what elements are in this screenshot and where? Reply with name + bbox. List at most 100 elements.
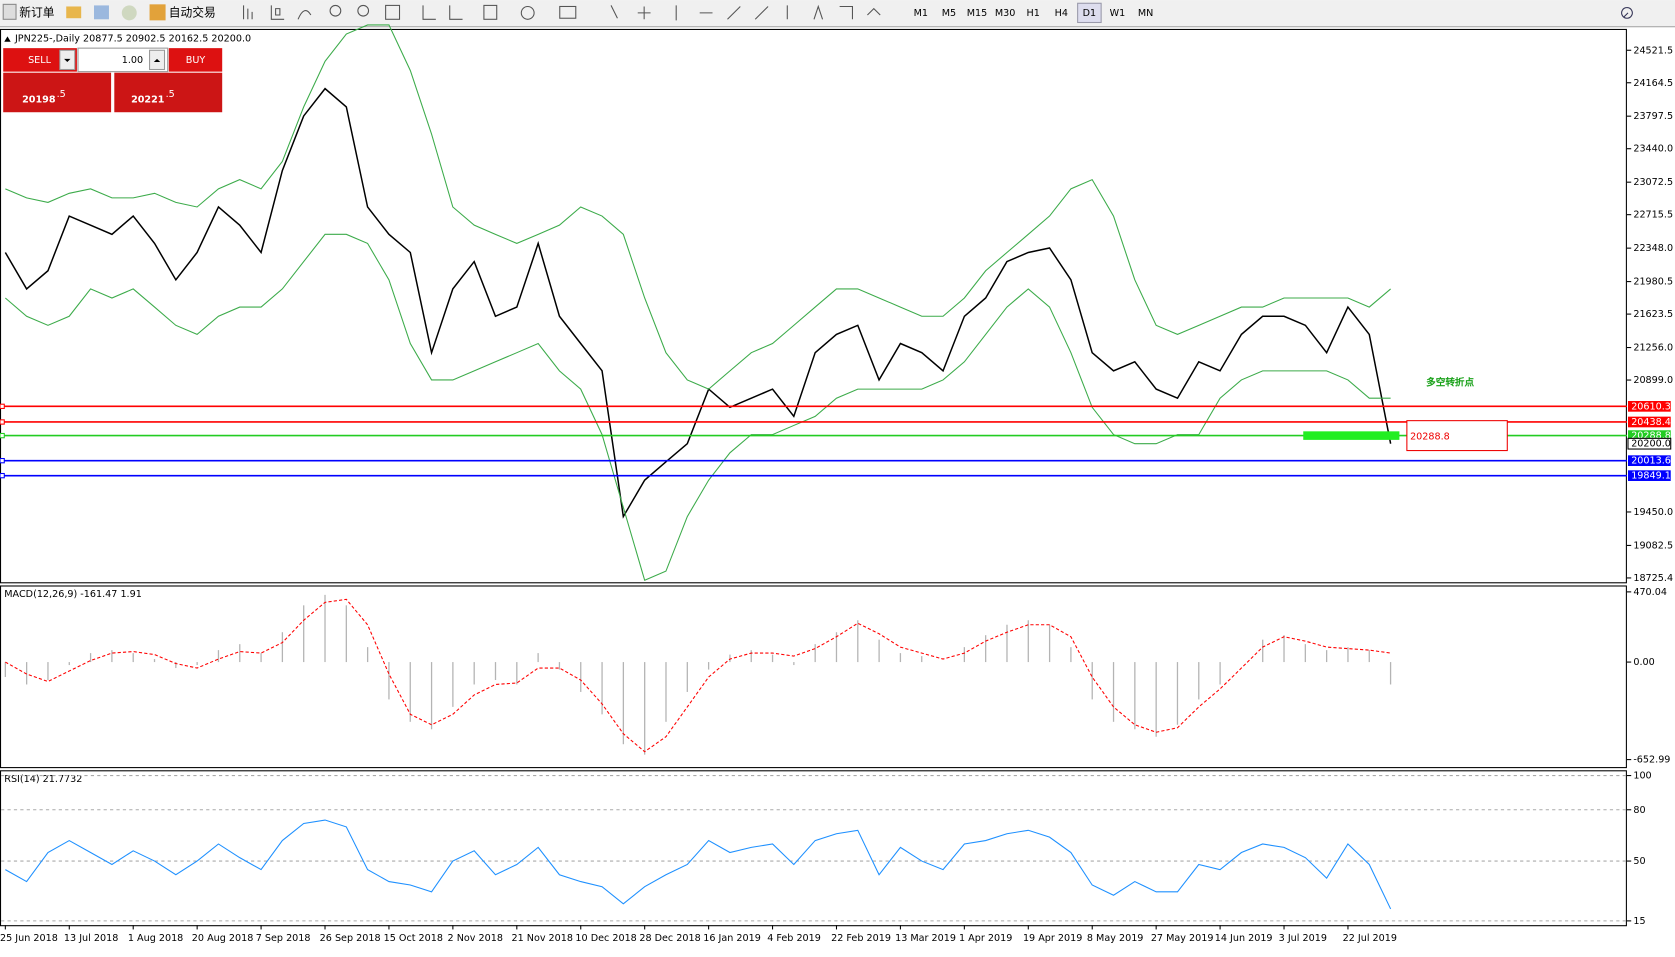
icon[interactable] <box>121 5 137 21</box>
x-tick-label: 25 Jun 2018 <box>0 933 58 944</box>
icon[interactable] <box>385 4 401 20</box>
histogram-bar <box>1006 624 1008 663</box>
y-tick-label: 23440.0 <box>1633 144 1673 155</box>
signal-line <box>5 598 1391 753</box>
timeframe-button[interactable]: H4 <box>1055 8 1068 19</box>
sell-price-tail[interactable]: .5 <box>57 89 66 100</box>
toolbar-icons <box>243 4 881 21</box>
histogram-bar <box>1134 662 1136 730</box>
histogram-bar <box>644 662 646 755</box>
timeframe-button[interactable]: D1 <box>1083 8 1097 19</box>
histogram-bar <box>835 632 838 663</box>
histogram-bar <box>857 620 859 663</box>
x-tick-label: 19 Apr 2019 <box>1023 933 1082 944</box>
auto-trading-icon[interactable] <box>149 4 166 21</box>
histogram-bar <box>26 662 28 685</box>
timeframe-button[interactable]: W1 <box>1110 8 1126 19</box>
y-tick-label: -652.99 <box>1633 755 1670 766</box>
icon[interactable] <box>520 5 535 20</box>
icon[interactable] <box>559 5 577 19</box>
x-tick-label: 15 Oct 2018 <box>384 933 443 944</box>
histogram-bar <box>239 644 241 663</box>
histogram-bar <box>1070 647 1072 663</box>
timeframe-button[interactable]: M1 <box>914 8 928 19</box>
x-tick-label: 27 May 2019 <box>1151 933 1214 944</box>
histogram-bar <box>707 662 710 670</box>
auto-trading-button[interactable]: 自动交易 <box>169 5 216 19</box>
timeframe-button[interactable]: M5 <box>942 8 956 19</box>
sell-price[interactable]: 20198 <box>22 94 56 105</box>
histogram-bar <box>1304 644 1306 663</box>
histogram-bar <box>47 662 49 680</box>
buy-price-tail[interactable]: .5 <box>166 89 175 100</box>
y-tick-label: 50 <box>1633 856 1645 867</box>
annotation: 20288.8 <box>1410 432 1450 443</box>
histogram-bar <box>217 650 220 663</box>
macd-title: MACD(12,26,9) -161.47 1.91 <box>4 589 142 600</box>
level-label-box <box>1627 470 1671 481</box>
new-order-button[interactable]: 新订单 <box>19 5 54 19</box>
buy-button[interactable] <box>168 48 223 72</box>
level-label-box <box>1627 400 1671 412</box>
main-panel <box>0 28 1627 584</box>
new-order-icon[interactable] <box>2 3 17 20</box>
sell-button[interactable] <box>3 48 77 72</box>
icon[interactable] <box>422 5 463 20</box>
histogram-bar <box>899 653 902 663</box>
x-tick-label: 13 Jul 2018 <box>64 933 118 944</box>
level-handle <box>0 432 5 439</box>
timeframe-button[interactable]: H1 <box>1027 8 1040 19</box>
histogram-bar <box>366 647 369 663</box>
histogram-bar <box>921 656 923 663</box>
timeframe-button[interactable]: MN <box>1138 8 1153 19</box>
histogram-bar <box>963 647 965 663</box>
y-tick-label: 23797.5 <box>1633 111 1673 122</box>
sell-price-box[interactable] <box>3 72 112 113</box>
x-tick-label: 1 Aug 2018 <box>128 933 183 944</box>
histogram-bar <box>388 662 390 700</box>
histogram-bar <box>175 662 177 669</box>
x-tick-label: 22 Jul 2019 <box>1343 933 1397 944</box>
histogram-bar <box>473 662 475 685</box>
series-line <box>5 819 1392 910</box>
histogram-bar <box>729 654 731 663</box>
histogram-bar <box>1368 650 1370 663</box>
y-tick-label: 21980.5 <box>1633 277 1673 288</box>
y-tick-label: 21256.0 <box>1633 343 1673 354</box>
icon[interactable] <box>243 5 253 20</box>
y-tick-label: 24521.5 <box>1633 45 1673 56</box>
lot-input[interactable] <box>77 47 169 73</box>
histogram-bar <box>793 662 795 666</box>
sell-label[interactable]: SELL <box>28 55 52 66</box>
icon[interactable] <box>94 5 109 20</box>
icon[interactable] <box>329 4 342 17</box>
lot-value[interactable]: 1.00 <box>122 55 143 66</box>
timeframe-button[interactable]: M15 <box>967 8 988 19</box>
y-tick-label: 23072.5 <box>1633 177 1673 188</box>
y-tick-label: 24164.5 <box>1633 78 1673 89</box>
icon[interactable] <box>270 5 285 20</box>
buy-label[interactable]: BUY <box>186 55 206 66</box>
x-tick-label: 4 Feb 2019 <box>767 933 821 944</box>
icon[interactable] <box>297 10 312 20</box>
chart-area <box>0 28 1675 926</box>
buy-price-box[interactable] <box>114 72 223 113</box>
histogram-bar <box>260 653 262 663</box>
icon[interactable] <box>610 4 881 21</box>
histogram-bar <box>452 662 454 707</box>
histogram-bar <box>281 632 284 663</box>
histogram-bar <box>878 639 880 663</box>
level-handle <box>0 457 5 464</box>
level-label: 20288.8 <box>1631 431 1671 442</box>
icon[interactable] <box>483 4 498 20</box>
x-tick-label: 28 Dec 2018 <box>639 933 700 944</box>
icon[interactable] <box>66 6 82 19</box>
icon[interactable] <box>357 4 370 17</box>
buy-price[interactable]: 20221 <box>131 94 165 105</box>
y-tick-label: 22348.0 <box>1633 243 1673 254</box>
x-tick-label: 13 Mar 2019 <box>895 933 956 944</box>
level-label-box <box>1627 416 1671 428</box>
histogram-bar <box>1176 662 1179 725</box>
search-icon[interactable] <box>1621 7 1633 19</box>
timeframe-button[interactable]: M30 <box>995 8 1016 19</box>
